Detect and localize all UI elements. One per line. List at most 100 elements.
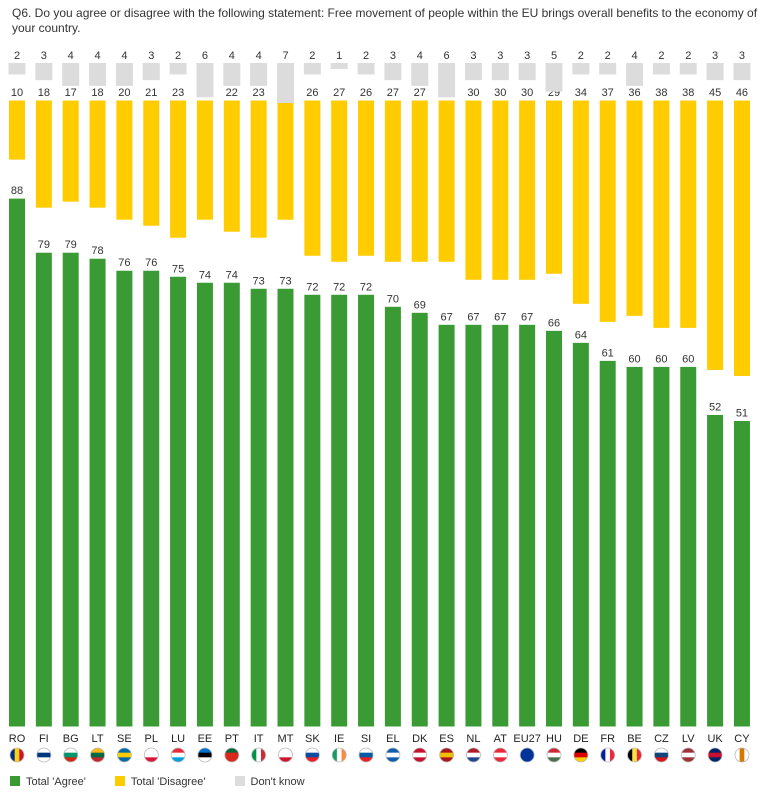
flag-stripe-ee-1 xyxy=(197,748,212,754)
bar-disagree-lu xyxy=(169,99,188,239)
flag-pt-icon xyxy=(224,747,240,763)
flag-stripe-be-1 xyxy=(627,748,633,762)
label-disagree-se: 20 xyxy=(118,87,130,99)
label-agree-eu27: 67 xyxy=(521,311,533,323)
flag-stripe-ee-3 xyxy=(197,757,212,762)
category-label-ie: IE xyxy=(334,733,344,745)
label-agree-it: 73 xyxy=(253,275,265,287)
label-agree-ie: 72 xyxy=(333,281,345,293)
label-disagree-si: 26 xyxy=(360,87,372,99)
bar-dont-know-ie xyxy=(330,63,348,69)
label-disagree-uk: 45 xyxy=(709,87,721,99)
flag-se-icon xyxy=(117,747,132,763)
label-dont-know-sk: 2 xyxy=(309,50,315,62)
flag-at-icon xyxy=(492,747,508,763)
bar-dont-know-fr xyxy=(599,63,617,75)
bar-dont-know-lv xyxy=(679,63,697,75)
flag-stripe-lt-3 xyxy=(90,757,105,762)
bar-disagree-si xyxy=(357,99,376,257)
category-label-hu: HU xyxy=(546,733,562,745)
label-agree-lv: 60 xyxy=(682,353,694,365)
category-label-sk: SK xyxy=(305,733,320,745)
label-disagree-el: 27 xyxy=(387,87,399,99)
flag-stripe-mt-1 xyxy=(278,748,293,754)
flag-stripe-lu-1 xyxy=(171,748,186,754)
flag-stripe-lt-1 xyxy=(90,748,105,754)
flag-stripe-uk-3 xyxy=(708,757,723,762)
bar-dont-know-eu27 xyxy=(518,63,536,81)
flag-ee-icon xyxy=(197,747,213,763)
category-label-it: IT xyxy=(254,733,264,745)
flag-stripe-lv-3 xyxy=(681,757,696,762)
bar-disagree-el xyxy=(383,99,402,263)
bar-dont-know-bg xyxy=(62,63,80,86)
legend-item-agree: Total 'Agree' xyxy=(10,776,86,788)
bar-disagree-hu xyxy=(545,99,563,275)
flag-de-icon xyxy=(573,747,589,763)
label-agree-se: 76 xyxy=(118,257,130,269)
label-dont-know-ro: 2 xyxy=(14,50,20,62)
flag-stripe-it-2 xyxy=(256,748,262,762)
label-agree-sk: 72 xyxy=(306,281,318,293)
bar-dont-know-cy xyxy=(733,63,751,81)
flag-stripe-pl-2 xyxy=(144,752,159,758)
flag-stripe-ie-3 xyxy=(341,748,347,762)
flag-stripe-ee-2 xyxy=(197,752,212,758)
bar-disagree-ie xyxy=(330,99,349,263)
label-disagree-pl: 21 xyxy=(145,87,157,99)
category-label-dk: DK xyxy=(412,733,428,745)
flag-stripe-es-3 xyxy=(439,757,454,762)
flag-stripe-eu27-2 xyxy=(520,752,535,758)
bar-dont-know-mt xyxy=(277,63,294,103)
bar-dont-know-be xyxy=(626,63,644,86)
flag-el-icon xyxy=(385,747,401,763)
category-label-bg: BG xyxy=(63,733,79,745)
label-agree-be: 60 xyxy=(628,353,640,365)
category-label-eu27: EU27 xyxy=(513,733,541,745)
bar-disagree-sk xyxy=(303,99,322,257)
label-dont-know-bg: 4 xyxy=(68,50,74,62)
bar-dont-know-nl xyxy=(464,63,482,81)
label-dont-know-lv: 2 xyxy=(685,50,691,62)
bar-agree-it xyxy=(249,287,268,728)
bar-agree-eu27 xyxy=(518,323,537,728)
label-dont-know-cy: 3 xyxy=(739,50,745,62)
legend-swatch-dont-know xyxy=(234,776,245,786)
bar-agree-es xyxy=(437,323,456,728)
label-disagree-ro: 10 xyxy=(11,87,23,99)
flag-stripe-de-1 xyxy=(573,748,588,754)
label-disagree-cy: 46 xyxy=(736,87,748,99)
legend-label-agree: Total 'Agree' xyxy=(26,776,86,788)
legend: Total 'Agree' Total 'Disagree' Don't kno… xyxy=(10,776,331,788)
legend-label-dont-know: Don't know xyxy=(250,776,305,788)
bar-agree-cy xyxy=(732,419,751,728)
flag-stripe-fr-2 xyxy=(605,748,611,762)
flag-stripe-el-1 xyxy=(385,748,400,754)
label-dont-know-uk: 3 xyxy=(712,50,718,62)
flag-stripe-lu-3 xyxy=(171,757,186,762)
bar-dont-know-lt xyxy=(89,63,107,86)
flag-stripe-hu-2 xyxy=(547,752,561,758)
flag-it-icon xyxy=(251,747,267,763)
flag-stripe-es-1 xyxy=(439,748,454,754)
bar-agree-mt xyxy=(276,287,295,728)
flag-stripe-uk-1 xyxy=(708,748,723,754)
bar-dont-know-pt xyxy=(223,63,241,86)
flag-stripe-se-3 xyxy=(117,757,132,762)
bar-dont-know-it xyxy=(250,63,268,86)
label-disagree-eu27: 30 xyxy=(521,87,533,99)
bar-disagree-lt xyxy=(88,99,107,209)
label-dont-know-el: 3 xyxy=(390,50,396,62)
flag-ro-icon xyxy=(9,747,25,763)
flag-stripe-dk-2 xyxy=(412,752,427,758)
flag-es-icon xyxy=(439,747,455,763)
category-label-se: SE xyxy=(117,733,132,745)
flag-stripe-uk-2 xyxy=(708,752,723,758)
flag-stripe-si-3 xyxy=(359,757,374,762)
flag-hu-icon xyxy=(546,747,562,763)
bar-agree-pt xyxy=(222,281,241,728)
label-agree-nl: 67 xyxy=(467,311,479,323)
flag-stripe-nl-3 xyxy=(466,757,481,762)
category-label-cz: CZ xyxy=(654,733,669,745)
